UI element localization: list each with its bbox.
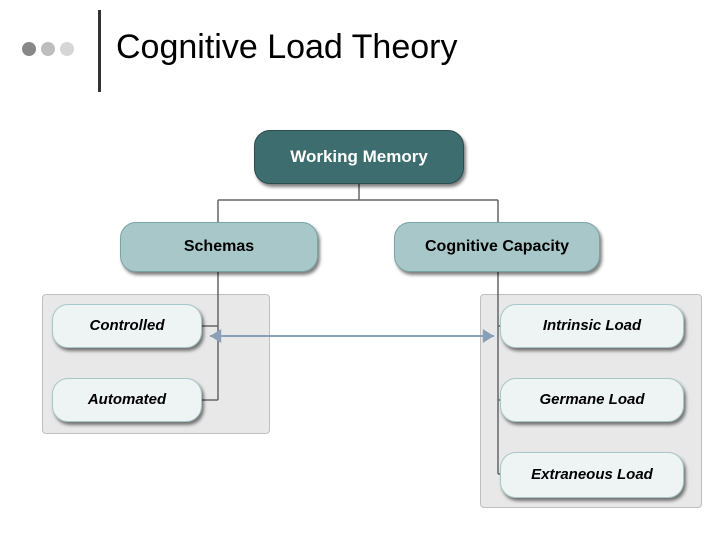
header-dot-icon — [22, 42, 36, 56]
node-schemas: Schemas — [120, 222, 318, 272]
header-dot-icon — [60, 42, 74, 56]
node-extraneous-load: Extraneous Load — [500, 452, 684, 498]
header-divider — [98, 10, 101, 92]
node-germane-load: Germane Load — [500, 378, 684, 422]
node-cognitive-capacity: Cognitive Capacity — [394, 222, 600, 272]
node-working-memory: Working Memory — [254, 130, 464, 184]
header-dots — [22, 42, 74, 56]
node-intrinsic-load: Intrinsic Load — [500, 304, 684, 348]
slide-stage: Cognitive Load Theory Working Memory Sch… — [0, 0, 720, 540]
node-automated: Automated — [52, 378, 202, 422]
slide-title: Cognitive Load Theory — [116, 28, 457, 67]
header-dot-icon — [41, 42, 55, 56]
node-controlled: Controlled — [52, 304, 202, 348]
